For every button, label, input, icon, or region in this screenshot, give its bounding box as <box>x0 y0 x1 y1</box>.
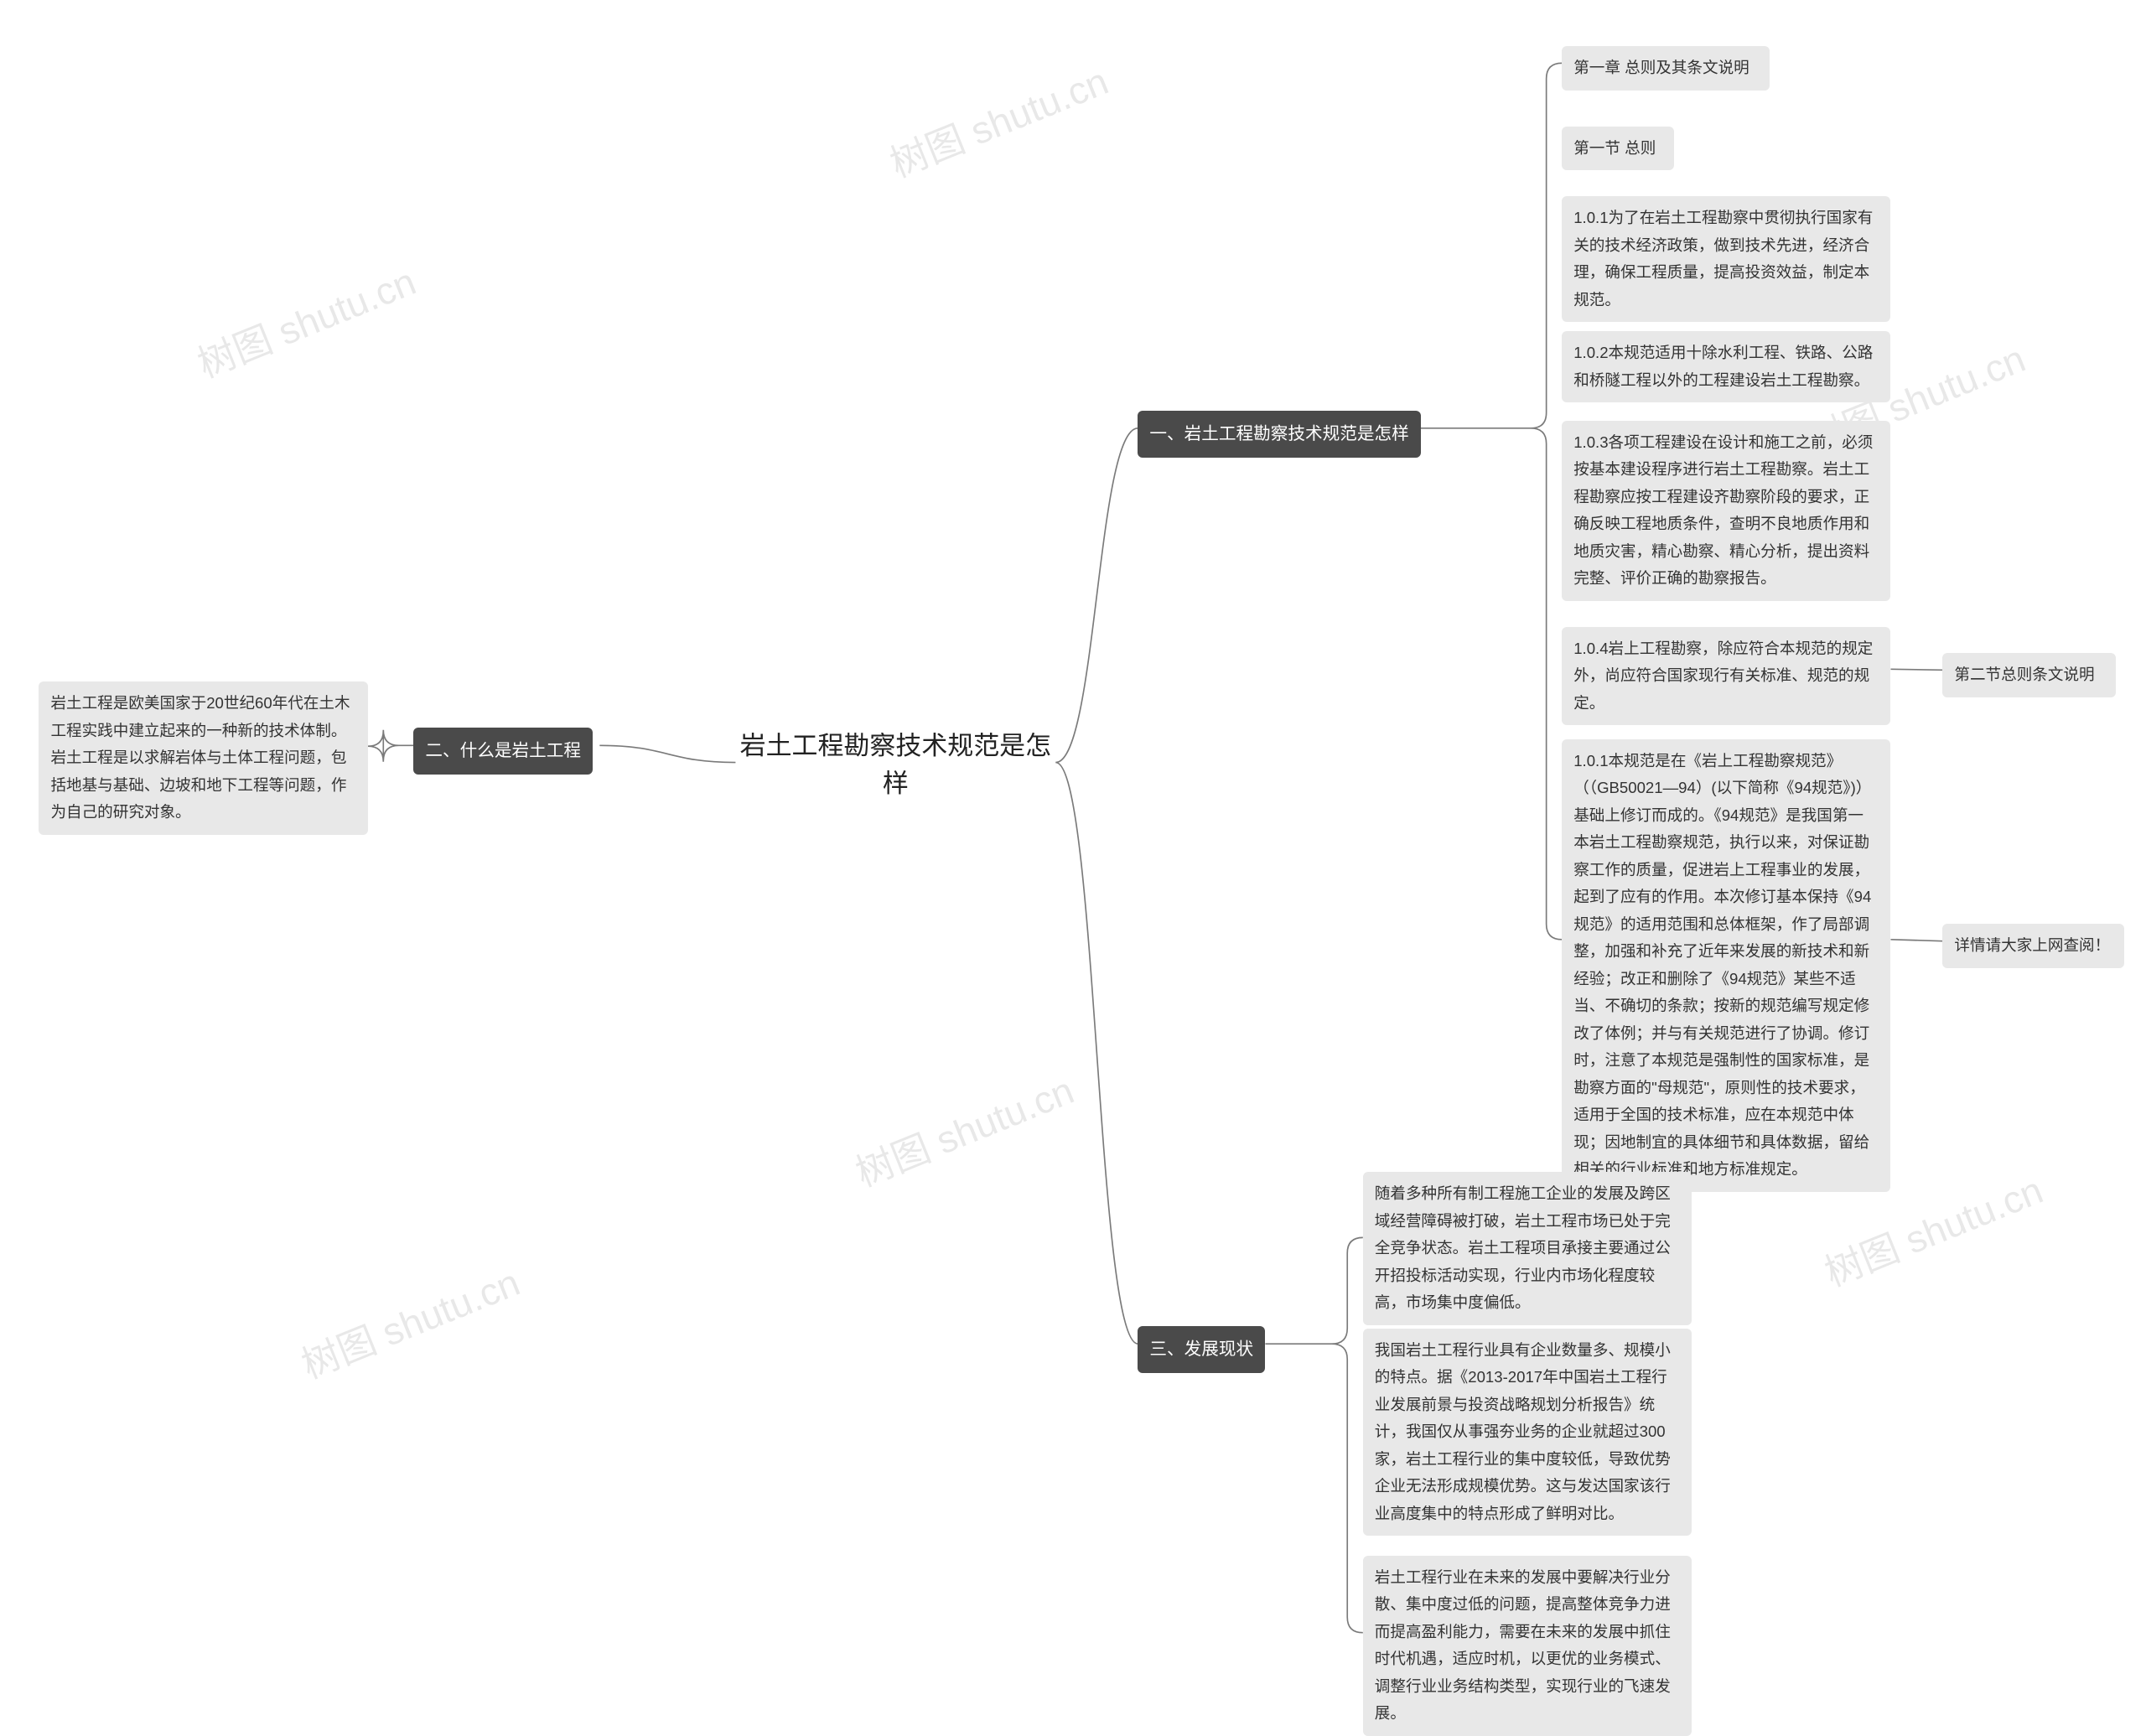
leaf-b3c1: 随着多种所有制工程施工企业的发展及跨区域经营障碍被打破，岩土工程市场已处于完全竞… <box>1363 1172 1692 1325</box>
mindmap-canvas: 树图 shutu.cn 树图 shutu.cn 树图 shutu.cn 树图 shut… <box>0 0 2146 1635</box>
leaf-b1c7: 1.0.1本规范是在《岩上工程勘察规范》（（GB50021—94）(以下简称《9… <box>1562 739 1890 1192</box>
leaf-b3c2: 我国岩土工程行业具有企业数量多、规模小的特点。据《2013-2017年中国岩土工… <box>1363 1329 1692 1536</box>
leaf-b1c6: 1.0.4岩上工程勘察，除应符合本规范的规定外，尚应符合国家现行有关标准、规范的… <box>1562 627 1890 726</box>
leaf-b2c1: 岩土工程是欧美国家于20世纪60年代在土木工程实践中建立起来的一种新的技术体制。… <box>39 681 367 835</box>
leaf-b3c3: 岩土工程行业在未来的发展中要解决行业分散、集中度过低的问题，提高整体竞争力进而提… <box>1363 1556 1692 1736</box>
watermark: 树图 shutu.cn <box>881 51 1116 189</box>
leaf-b1c3: 1.0.1为了在岩土工程勘察中贯彻执行国家有关的技术经济政策，做到技术先进，经济… <box>1562 196 1890 322</box>
watermark: 树图 shutu.cn <box>846 1060 1081 1198</box>
watermark: 树图 shutu.cn <box>293 1252 527 1390</box>
leaf-b1c2: 第一节 总则 <box>1562 127 1674 171</box>
branch-b3: 三、发展现状 <box>1138 1326 1265 1373</box>
leaf-b1c6a: 第二节总则条文说明 <box>1942 653 2115 697</box>
leaf-b1c5: 1.0.3各项工程建设在设计和施工之前，必须按基本建设程序进行岩土工程勘察。岩土… <box>1562 421 1890 601</box>
leaf-b1c7a: 详情请大家上网查阅！ <box>1942 924 2124 968</box>
branch-b1: 一、岩土工程勘察技术规范是怎样 <box>1138 411 1420 458</box>
root-node: 岩土工程勘察技术规范是怎样 <box>735 728 1055 803</box>
leaf-b1c1: 第一章 总则及其条文说明 <box>1562 46 1770 91</box>
watermark: 树图 shutu.cn <box>189 251 423 389</box>
branch-b2: 二、什么是岩土工程 <box>413 728 593 775</box>
leaf-b1c4: 1.0.2本规范适用十除水利工程、铁路、公路和桥隧工程以外的工程建设岩土工程勘察… <box>1562 331 1890 402</box>
